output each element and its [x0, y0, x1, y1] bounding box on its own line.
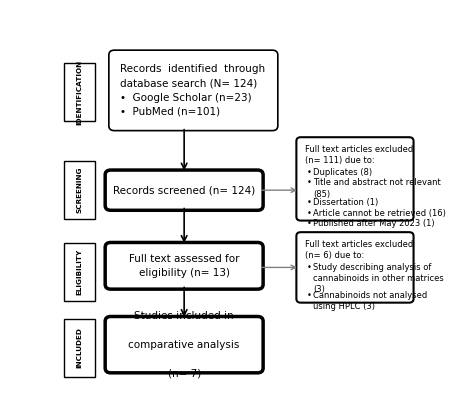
Text: Dissertation (1): Dissertation (1)	[313, 198, 379, 207]
FancyBboxPatch shape	[64, 319, 95, 377]
Text: •: •	[307, 178, 312, 187]
FancyBboxPatch shape	[64, 243, 95, 301]
Text: Article cannot be retrieved (16): Article cannot be retrieved (16)	[313, 209, 446, 218]
Text: Studies included in

comparative analysis

(n= 7): Studies included in comparative analysis…	[128, 311, 240, 378]
Text: Records screened (n= 124): Records screened (n= 124)	[113, 185, 255, 195]
Text: Cannabinoids not analysed
using HPLC (3): Cannabinoids not analysed using HPLC (3)	[313, 291, 428, 311]
Text: Records  identified  through
database search (N= 124)
•  Google Scholar (n=23)
•: Records identified through database sear…	[120, 64, 265, 117]
FancyBboxPatch shape	[105, 316, 263, 373]
Text: Full text articles excluded
(n= 111) due to:: Full text articles excluded (n= 111) due…	[305, 145, 413, 165]
Text: Full text assessed for
eligibility (n= 13): Full text assessed for eligibility (n= 1…	[129, 254, 239, 278]
Text: Published after May 2023 (1): Published after May 2023 (1)	[313, 219, 435, 228]
Text: Full text articles excluded
(n= 6) due to:: Full text articles excluded (n= 6) due t…	[305, 240, 413, 260]
Text: •: •	[307, 263, 312, 272]
FancyBboxPatch shape	[109, 50, 278, 130]
Text: •: •	[307, 219, 312, 228]
Text: •: •	[307, 168, 312, 177]
Text: Duplicates (8): Duplicates (8)	[313, 168, 373, 177]
Text: INCLUDED: INCLUDED	[76, 327, 82, 368]
Text: Title and abstract not relevant
(85): Title and abstract not relevant (85)	[313, 178, 441, 199]
FancyBboxPatch shape	[64, 63, 95, 121]
FancyBboxPatch shape	[105, 242, 263, 289]
Text: ELIGIBILITY: ELIGIBILITY	[76, 249, 82, 296]
FancyBboxPatch shape	[105, 170, 263, 210]
Text: Study describing analysis of
cannabinoids in other matrices
(3): Study describing analysis of cannabinoid…	[313, 263, 444, 294]
Text: •: •	[307, 198, 312, 207]
Text: •: •	[307, 291, 312, 301]
FancyBboxPatch shape	[296, 137, 413, 221]
Text: IDENTIFICATION: IDENTIFICATION	[76, 59, 82, 125]
FancyBboxPatch shape	[64, 161, 95, 219]
Text: SCREENING: SCREENING	[76, 167, 82, 214]
Text: •: •	[307, 209, 312, 218]
FancyBboxPatch shape	[296, 232, 413, 303]
